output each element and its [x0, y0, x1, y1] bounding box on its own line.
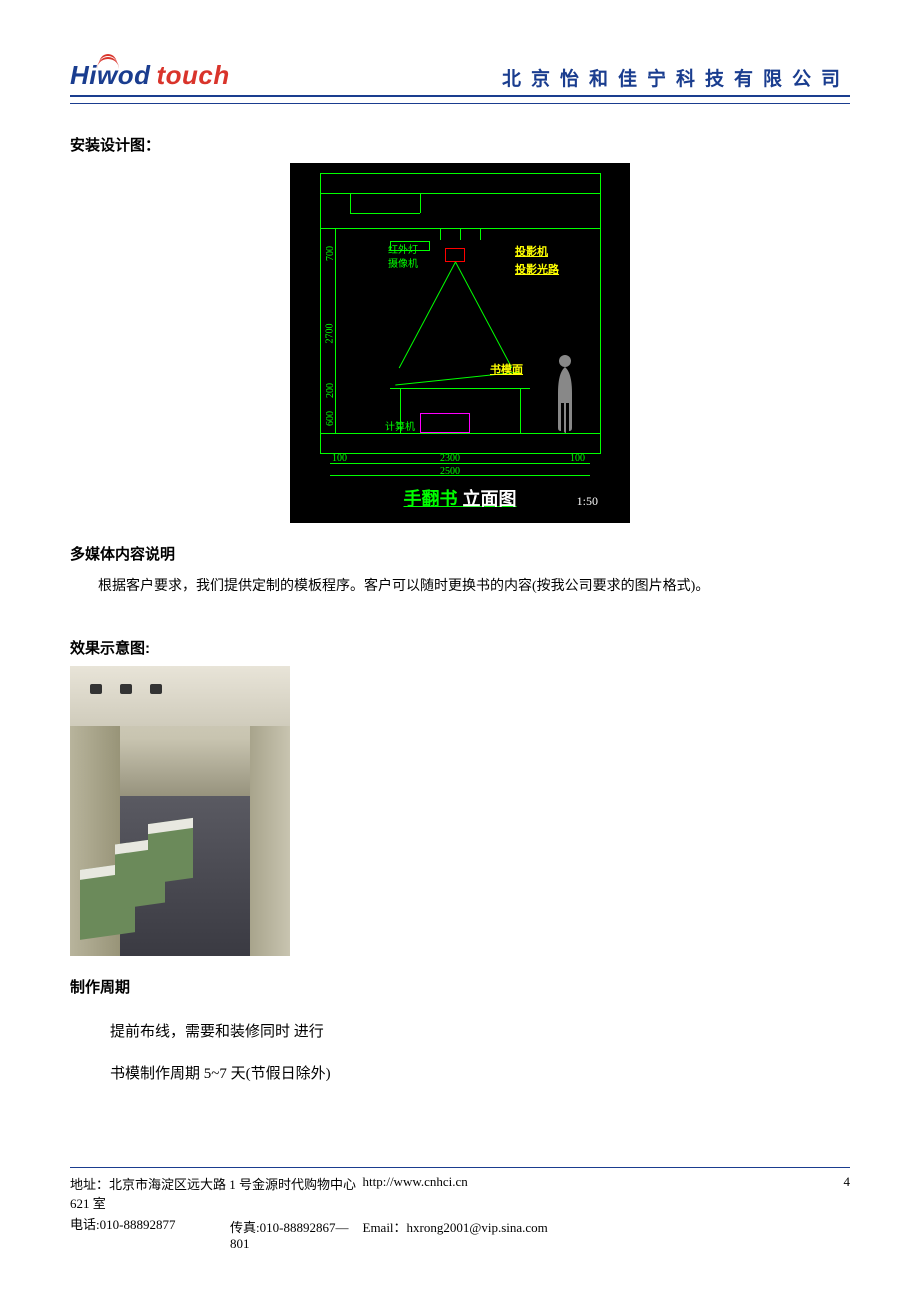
footer-address: 地址：北京市海淀区远大路 1 号金源时代购物中心 621 室	[70, 1174, 363, 1212]
cad-line	[520, 388, 521, 433]
cad-label-infrared: 红外灯	[388, 241, 418, 256]
cad-dim-100b: 100	[570, 453, 585, 464]
cad-dim-100a: 100	[332, 453, 347, 464]
media-body-text: 根据客户要求，我们提供定制的模板程序。客户可以随时更换书的内容(按我公司要求的图…	[70, 572, 850, 603]
company-name: 北京怡和佳宁科技有限公司	[502, 64, 850, 91]
section-title-install: 安装设计图：	[70, 134, 850, 155]
header-divider	[70, 103, 850, 104]
cad-line	[320, 433, 600, 434]
effect-photo	[70, 666, 290, 956]
cad-person-icon	[550, 353, 580, 433]
cad-line	[330, 475, 590, 476]
cad-line	[440, 228, 441, 240]
cad-line	[390, 388, 530, 389]
cad-line	[399, 262, 456, 368]
cad-dim-2300: 2300	[440, 453, 460, 464]
cad-line	[600, 173, 601, 453]
cad-dim-600: 600	[325, 411, 336, 426]
photo-wall	[250, 726, 290, 956]
section-title-cycle: 制作周期	[70, 976, 850, 997]
cad-line	[420, 193, 421, 213]
cad-dim-200: 200	[325, 383, 336, 398]
cad-line	[330, 463, 590, 464]
logo-text-hi: Hi	[70, 60, 97, 90]
cad-line	[350, 213, 420, 214]
logo-text-touch: touch	[157, 60, 230, 90]
cad-title-green: 手翻书	[403, 489, 457, 509]
cycle-content: 提前布线，需要和装修同时 进行 书模制作周期 5~7 天(节假日除外)	[110, 1011, 850, 1095]
footer-page-number: 4	[606, 1174, 850, 1212]
cad-label-bookmodel: 书模面	[490, 361, 523, 377]
footer-website: http://www.cnhci.cn	[363, 1174, 607, 1212]
photo-projector-icon	[90, 684, 102, 694]
cad-title: 手翻书 立面图	[403, 485, 516, 511]
cad-line	[460, 228, 461, 240]
section-title-media: 多媒体内容说明	[70, 543, 850, 564]
photo-ceiling	[70, 666, 290, 726]
photo-kiosk	[148, 818, 193, 884]
cad-projector-box	[445, 248, 465, 262]
cycle-line1: 提前布线，需要和装修同时 进行	[110, 1011, 850, 1053]
cad-line	[320, 193, 600, 194]
logo-text-wod: wod	[97, 60, 151, 90]
cad-scale: 1:50	[577, 494, 598, 509]
cad-title-white: 立面图	[463, 489, 517, 509]
page-footer: 地址：北京市海淀区远大路 1 号金源时代购物中心 621 室 http://ww…	[70, 1167, 850, 1252]
cad-label-computer: 计算机	[385, 418, 415, 433]
page-header: Hiwodtouch 北京怡和佳宁科技有限公司	[70, 60, 850, 97]
cad-label-projector: 投影机	[515, 243, 548, 259]
cad-line	[350, 193, 351, 213]
cycle-line2: 书模制作周期 5~7 天(节假日除外)	[110, 1053, 850, 1095]
photo-projector-icon	[120, 684, 132, 694]
cad-label-camera: 摄像机	[388, 255, 418, 270]
cad-line	[455, 262, 512, 368]
cad-dim-2500: 2500	[440, 466, 460, 477]
cad-line	[480, 228, 481, 240]
footer-fax: 传真:010-88892867—801	[230, 1217, 363, 1252]
cad-line	[320, 173, 600, 174]
cad-dim-700: 700	[325, 246, 336, 261]
footer-email: Email：hxrong2001@vip.sina.com	[363, 1217, 851, 1252]
cad-elevation-diagram: 红外灯 摄像机 投影机 投影光路 书模面 计算机 700 2700 600 20…	[290, 163, 630, 523]
cad-label-projpath: 投影光路	[515, 261, 559, 277]
photo-projector-icon	[150, 684, 162, 694]
logo: Hiwodtouch	[70, 60, 230, 91]
cad-computer-box	[420, 413, 470, 433]
section-title-effect: 效果示意图:	[70, 637, 850, 658]
cad-line	[320, 173, 321, 453]
cad-dim-2700: 2700	[325, 324, 336, 344]
cad-line	[320, 453, 601, 454]
